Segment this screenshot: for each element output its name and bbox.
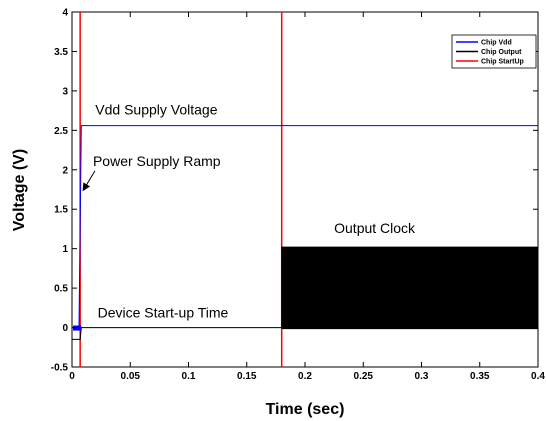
y-tick-label: 4 xyxy=(62,8,68,19)
x-axis-label: Time (sec) xyxy=(266,401,345,418)
annotation-device-start-up-time: Device Start-up Time xyxy=(98,304,229,320)
x-tick-label: 0.25 xyxy=(354,371,374,382)
annotation-output-clock: Output Clock xyxy=(334,220,416,236)
y-axis-label: Voltage (V) xyxy=(11,149,28,231)
y-tick-label: 3 xyxy=(62,86,68,97)
annotation-vdd-supply-voltage: Vdd Supply Voltage xyxy=(95,102,217,118)
y-tick-label: 1.5 xyxy=(54,205,68,216)
x-tick-label: 0.35 xyxy=(470,371,490,382)
vdd-start-segment xyxy=(73,325,82,331)
x-tick-label: 0.3 xyxy=(415,371,429,382)
annotation-layer: Vdd Supply Voltage Power Supply Ramp Outpu… xyxy=(82,102,416,320)
y-tick-label: 1 xyxy=(62,244,68,255)
x-tick-label: 0.4 xyxy=(531,371,545,382)
y-tick-label: 2.5 xyxy=(54,126,68,137)
annotation-power-supply-ramp: Power Supply Ramp xyxy=(93,153,221,169)
y-tick-label: 3.5 xyxy=(54,47,68,58)
y-tick-label: 0.5 xyxy=(54,284,68,295)
tick-layer: 0 0.05 0.1 0.15 0.2 0.25 0.3 0.35 0.4-0.500.511.… xyxy=(51,8,546,383)
legend-label-chip-startup: Chip StartUp xyxy=(481,59,524,66)
x-tick-label: 0.05 xyxy=(121,371,141,382)
x-tick-label: 0.2 xyxy=(298,371,312,382)
x-tick-label: 0.1 xyxy=(182,371,196,382)
series-chip-output xyxy=(72,246,538,340)
y-tick-label: 2 xyxy=(62,165,68,176)
x-tick-label: 0 xyxy=(69,371,75,382)
chip-output-clock-region xyxy=(281,247,538,330)
legend-label-chip-vdd: Chip Vdd xyxy=(481,40,512,47)
ramp-arrow xyxy=(82,170,96,192)
legend-label-chip-output: Chip Output xyxy=(481,49,522,56)
series-layer xyxy=(72,12,538,367)
x-tick-label: 0.15 xyxy=(237,371,257,382)
legend: Chip Vdd Chip Output Chip StartUp xyxy=(451,34,537,69)
y-tick-label: 0 xyxy=(62,323,68,334)
y-tick-label: -0.5 xyxy=(51,363,69,374)
